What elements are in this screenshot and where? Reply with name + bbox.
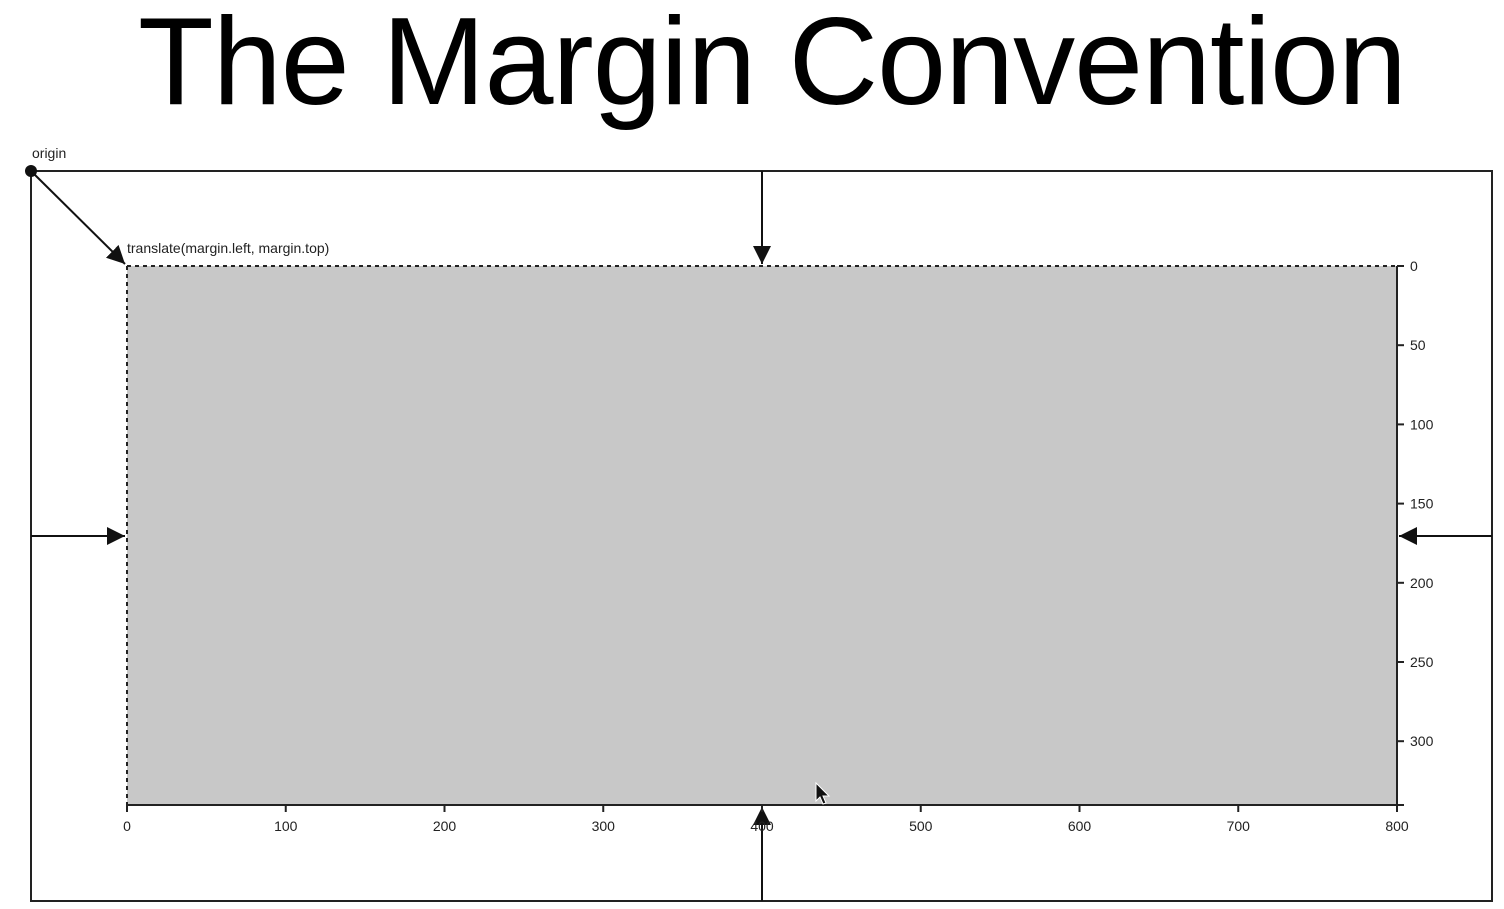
x-tick-label: 500: [909, 818, 933, 834]
x-tick-label: 700: [1227, 818, 1251, 834]
y-tick-label: 150: [1410, 496, 1434, 512]
page-title: The Margin Convention: [138, 0, 1407, 131]
y-tick-label: 250: [1410, 654, 1434, 670]
y-tick-label: 50: [1410, 337, 1426, 353]
x-tick-label: 200: [433, 818, 457, 834]
y-axis: 0 50 100 150 200 250 300: [1396, 258, 1434, 805]
plot-area: [127, 266, 1397, 805]
x-tick-label: 800: [1385, 818, 1409, 834]
y-tick-label: 100: [1410, 416, 1434, 432]
translate-arrow: [30, 170, 126, 265]
x-tick-label: 0: [123, 818, 131, 834]
y-tick-label: 0: [1410, 258, 1418, 274]
x-tick-label: 300: [592, 818, 616, 834]
translate-label: translate(margin.left, margin.top): [127, 240, 329, 256]
y-tick-label: 200: [1410, 575, 1434, 591]
mouse-cursor-icon: [815, 781, 831, 805]
y-tick-label: 300: [1410, 733, 1434, 749]
origin-label: origin: [32, 145, 66, 161]
x-tick-label: 600: [1068, 818, 1092, 834]
x-tick-label: 100: [274, 818, 298, 834]
x-tick-label: 400: [750, 818, 774, 834]
x-axis: 0 100 200 300 400 500 600 700 800: [123, 804, 1409, 834]
